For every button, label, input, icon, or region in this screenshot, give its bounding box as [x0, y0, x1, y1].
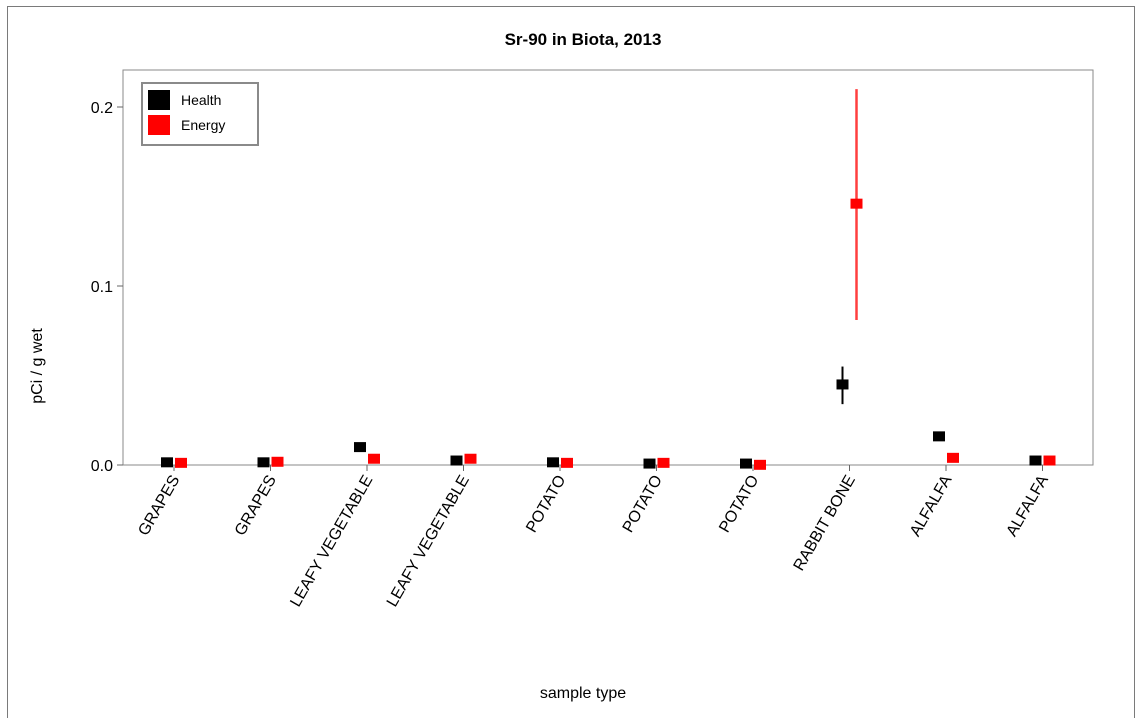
legend-label-energy: Energy: [181, 117, 225, 133]
data-point: [368, 453, 380, 464]
data-point: [836, 379, 849, 390]
y-axis-label: pCi / g wet: [29, 328, 46, 404]
data-point: [1043, 455, 1056, 466]
x-tick-label: POTATO: [716, 473, 762, 536]
x-tick-label: GRAPES: [232, 473, 280, 539]
x-tick-label: LEAFY VEGETABLE: [384, 473, 473, 610]
data-point: [354, 442, 366, 453]
series-energy: [175, 89, 1056, 470]
data-point: [450, 455, 463, 466]
y-tick-label: 0.1: [91, 279, 113, 296]
data-point: [464, 453, 477, 464]
chart-title: Sr-90 in Biota, 2013: [505, 30, 662, 49]
legend-swatch-health: [148, 90, 170, 110]
data-point: [947, 452, 959, 463]
y-tick-label: 0.2: [91, 100, 113, 117]
legend-swatch-energy: [148, 115, 170, 135]
data-point: [850, 198, 863, 209]
x-tick-label: ALFALFA: [907, 472, 956, 539]
data-point: [643, 458, 656, 469]
data-marks: [161, 89, 1056, 470]
x-axis-label: sample type: [540, 685, 626, 702]
x-tick-label: GRAPES: [135, 473, 183, 539]
data-point: [754, 459, 766, 470]
data-point: [257, 457, 270, 468]
data-point: [933, 431, 945, 442]
y-tick-label: 0.0: [91, 458, 113, 475]
legend: Health Energy: [141, 82, 259, 146]
x-tick-label: LEAFY VEGETABLE: [287, 473, 376, 610]
data-point: [740, 458, 752, 469]
data-point: [657, 457, 670, 468]
plot-area: [122, 69, 1094, 466]
data-point: [271, 456, 284, 467]
data-point: [561, 457, 573, 468]
x-axis: GRAPES GRAPES LEAFY VEGETABLE LEAFY VEGETAB…: [135, 465, 1052, 610]
data-point: [1029, 455, 1042, 466]
y-axis: 0.0 0.1 0.2: [91, 100, 123, 475]
x-tick-label: ALFALFA: [1003, 472, 1052, 539]
data-point: [161, 457, 173, 468]
series-health: [161, 366, 1042, 469]
x-tick-label: RABBIT BONE: [791, 473, 859, 574]
x-tick-label: POTATO: [523, 473, 569, 536]
legend-label-health: Health: [181, 92, 221, 108]
data-point: [175, 457, 187, 468]
x-tick-label: POTATO: [620, 473, 666, 536]
data-point: [547, 457, 559, 468]
